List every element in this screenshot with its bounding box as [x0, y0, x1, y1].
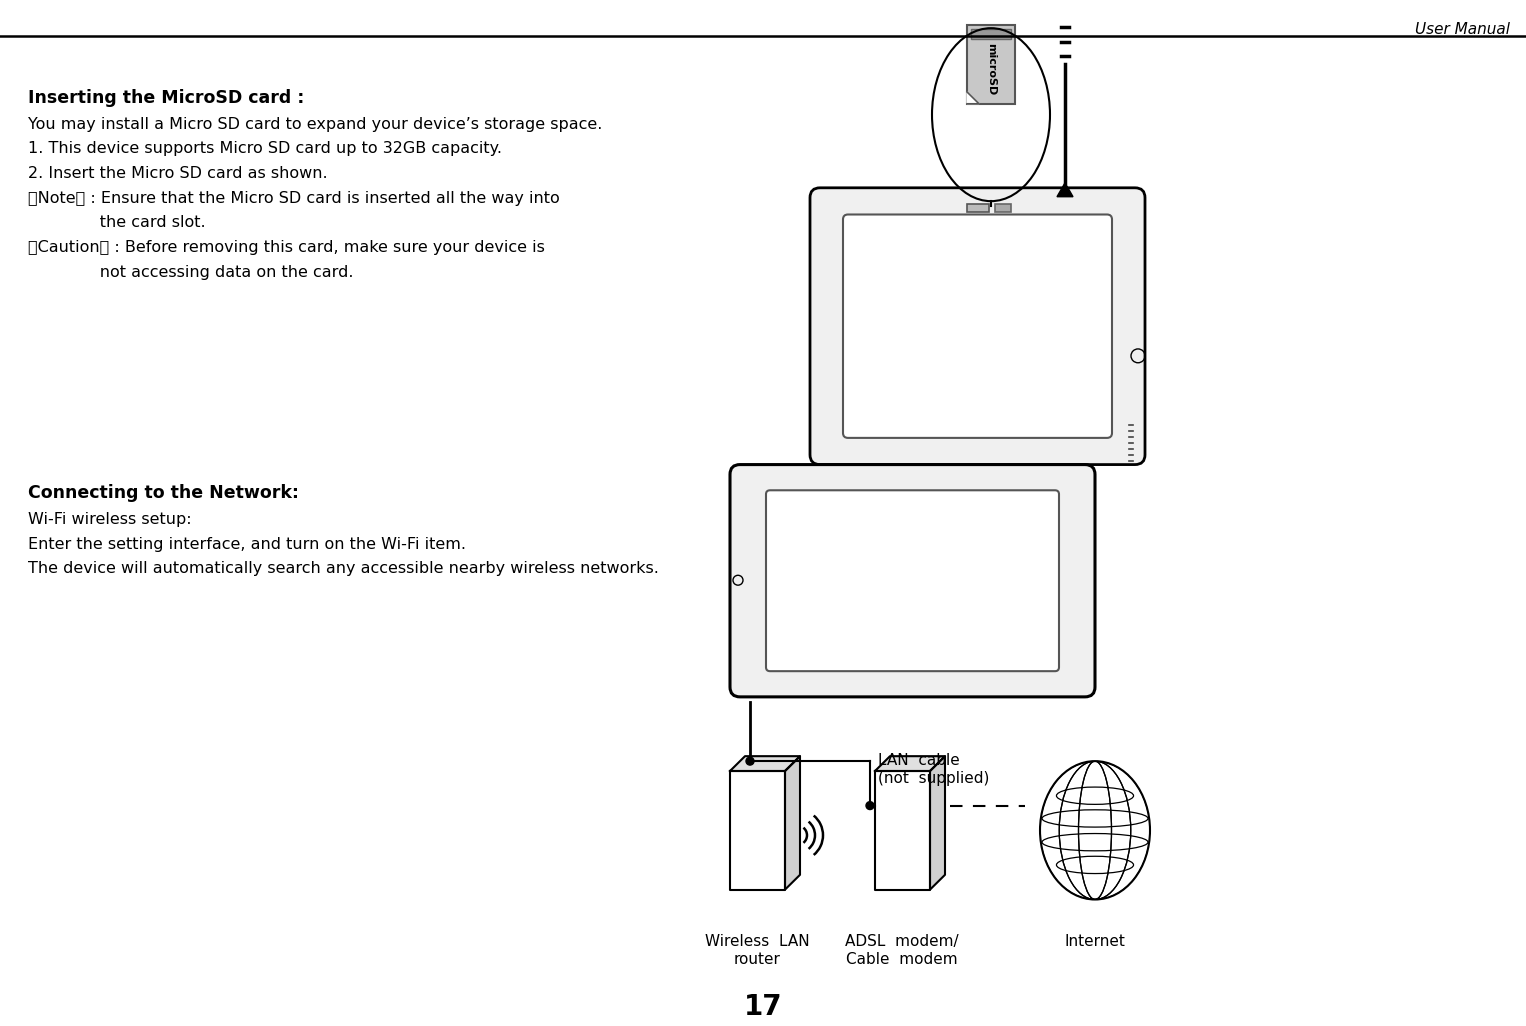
- Text: LAN  cable
(not  supplied): LAN cable (not supplied): [877, 753, 989, 786]
- Circle shape: [865, 801, 874, 810]
- Polygon shape: [729, 756, 800, 771]
- Text: The device will automatically search any accessible nearby wireless networks.: The device will automatically search any…: [27, 561, 659, 577]
- Polygon shape: [874, 771, 929, 890]
- Text: Internet: Internet: [1065, 934, 1126, 949]
- Polygon shape: [874, 756, 945, 771]
- Polygon shape: [967, 92, 980, 104]
- Polygon shape: [784, 756, 800, 890]
- Text: 1. This device supports Micro SD card up to 32GB capacity.: 1. This device supports Micro SD card up…: [27, 142, 502, 156]
- Text: User Manual: User Manual: [1415, 22, 1511, 37]
- Bar: [971, 29, 1012, 39]
- Bar: [967, 25, 1015, 104]
- Text: You may install a Micro SD card to expand your device’s storage space.: You may install a Micro SD card to expan…: [27, 117, 603, 131]
- Text: not accessing data on the card.: not accessing data on the card.: [27, 265, 354, 280]
- Polygon shape: [729, 771, 784, 890]
- Text: the card slot.: the card slot.: [27, 215, 206, 231]
- Bar: [995, 203, 1012, 211]
- Polygon shape: [1058, 183, 1073, 197]
- Text: 2. Insert the Micro SD card as shown.: 2. Insert the Micro SD card as shown.: [27, 166, 328, 181]
- Text: ADSL  modem/
Cable  modem: ADSL modem/ Cable modem: [845, 934, 958, 966]
- Text: microSD: microSD: [986, 43, 996, 95]
- FancyBboxPatch shape: [729, 465, 1096, 697]
- Text: Inserting the MicroSD card :: Inserting the MicroSD card :: [27, 89, 304, 107]
- Text: 「Note」 : Ensure that the Micro SD card is inserted all the way into: 「Note」 : Ensure that the Micro SD card i…: [27, 191, 560, 206]
- FancyBboxPatch shape: [842, 214, 1112, 438]
- Text: Connecting to the Network:: Connecting to the Network:: [27, 484, 299, 503]
- Circle shape: [746, 757, 754, 765]
- Bar: [967, 203, 989, 211]
- Text: Enter the setting interface, and turn on the Wi-Fi item.: Enter the setting interface, and turn on…: [27, 537, 465, 552]
- FancyBboxPatch shape: [766, 490, 1059, 671]
- Text: 17: 17: [743, 993, 783, 1022]
- Text: Wi-Fi wireless setup:: Wi-Fi wireless setup:: [27, 512, 192, 527]
- Ellipse shape: [1041, 761, 1151, 900]
- Text: Wireless  LAN
router: Wireless LAN router: [705, 934, 809, 966]
- Polygon shape: [929, 756, 945, 890]
- Text: 「Caution」 : Before removing this card, make sure your device is: 「Caution」 : Before removing this card, m…: [27, 240, 545, 255]
- FancyBboxPatch shape: [810, 188, 1144, 465]
